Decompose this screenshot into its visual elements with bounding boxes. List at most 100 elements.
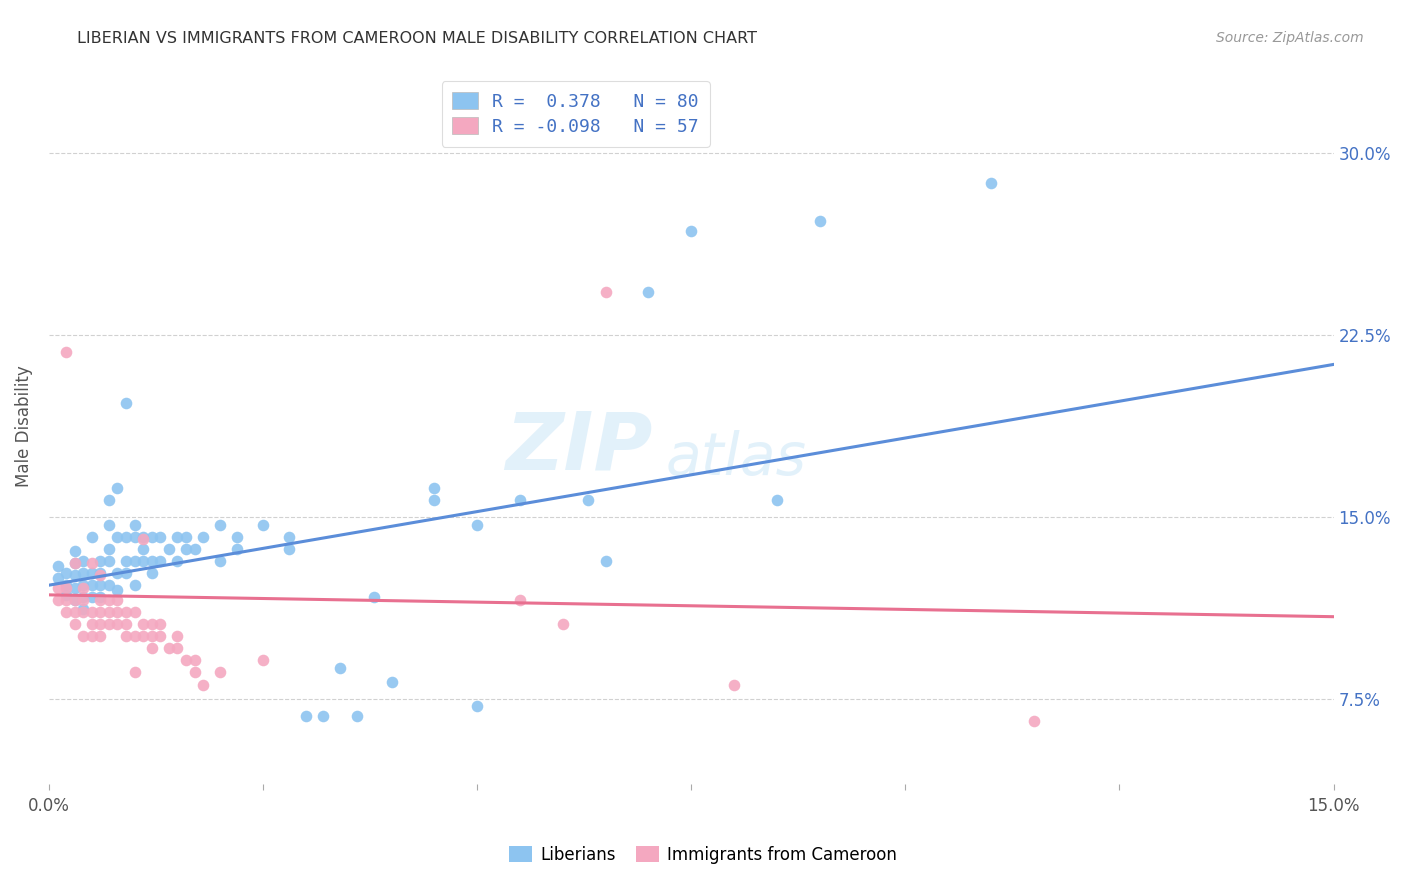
Point (124, 665, 146, 680)
Point (226, 530, 249, 544)
Point (97, 541, 120, 556)
Point (980, 176, 1002, 190)
Point (55, 605, 77, 619)
Point (252, 653, 274, 667)
Point (637, 285, 659, 299)
Point (209, 554, 232, 568)
Point (277, 541, 299, 556)
Point (46, 581, 69, 595)
Point (80, 557, 103, 571)
Point (80, 591, 103, 605)
Point (380, 675, 402, 690)
Point (551, 617, 574, 632)
Point (72, 581, 94, 595)
Point (46, 558, 69, 573)
Point (766, 493, 789, 508)
Point (595, 554, 617, 568)
Point (465, 699, 488, 714)
Point (226, 541, 249, 556)
Point (209, 665, 232, 680)
Point (141, 617, 163, 632)
Point (107, 617, 129, 632)
Point (89, 629, 111, 643)
Point (174, 530, 197, 544)
Point (115, 530, 138, 544)
Point (183, 541, 205, 556)
Point (132, 532, 155, 546)
Y-axis label: Male Disability: Male Disability (15, 366, 32, 487)
Point (166, 554, 188, 568)
Point (89, 568, 111, 582)
Text: ZIP: ZIP (505, 409, 652, 487)
Point (89, 617, 111, 632)
Point (346, 709, 368, 723)
Point (149, 617, 172, 632)
Point (115, 566, 138, 580)
Point (191, 530, 214, 544)
Point (80, 566, 103, 580)
Point (465, 517, 488, 532)
Point (124, 578, 146, 592)
Point (80, 629, 103, 643)
Point (107, 481, 129, 495)
Point (681, 224, 703, 238)
Point (166, 629, 188, 643)
Point (723, 678, 745, 692)
Point (55, 581, 77, 595)
Point (277, 530, 299, 544)
Point (55, 566, 77, 580)
Point (107, 605, 129, 619)
Point (72, 605, 94, 619)
Point (63, 605, 86, 619)
Point (115, 396, 138, 410)
Point (141, 530, 163, 544)
Point (80, 605, 103, 619)
Point (183, 653, 205, 667)
Point (157, 641, 180, 656)
Point (595, 285, 617, 299)
Text: LIBERIAN VS IMMIGRANTS FROM CAMEROON MALE DISABILITY CORRELATION CHART: LIBERIAN VS IMMIGRANTS FROM CAMEROON MAL… (77, 31, 758, 46)
Point (89, 592, 111, 607)
Point (63, 557, 86, 571)
Point (509, 592, 531, 607)
Point (132, 617, 155, 632)
Point (1022, 714, 1045, 728)
Point (63, 592, 86, 607)
Point (124, 629, 146, 643)
Point (115, 629, 138, 643)
Point (63, 617, 86, 632)
Point (124, 554, 146, 568)
Point (80, 530, 103, 544)
Point (115, 554, 138, 568)
Point (55, 592, 77, 607)
Point (55, 345, 77, 359)
Text: Source: ZipAtlas.com: Source: ZipAtlas.com (1216, 31, 1364, 45)
Point (157, 541, 180, 556)
Point (80, 617, 103, 632)
Point (72, 629, 94, 643)
Point (97, 517, 120, 532)
Point (149, 530, 172, 544)
Legend: R =  0.378   N = 80, R = -0.098   N = 57: R = 0.378 N = 80, R = -0.098 N = 57 (441, 81, 710, 146)
Point (149, 554, 172, 568)
Point (183, 665, 205, 680)
Point (72, 591, 94, 605)
Point (132, 530, 155, 544)
Point (72, 578, 94, 592)
Point (132, 629, 155, 643)
Point (423, 481, 446, 495)
Point (329, 660, 352, 674)
Point (97, 554, 120, 568)
Point (363, 591, 385, 605)
Point (55, 588, 77, 602)
Point (115, 605, 138, 619)
Point (89, 554, 111, 568)
Point (97, 605, 120, 619)
Point (89, 578, 111, 592)
Point (89, 605, 111, 619)
Point (124, 517, 146, 532)
Point (46, 592, 69, 607)
Point (107, 566, 129, 580)
Point (141, 554, 163, 568)
Point (295, 709, 318, 723)
